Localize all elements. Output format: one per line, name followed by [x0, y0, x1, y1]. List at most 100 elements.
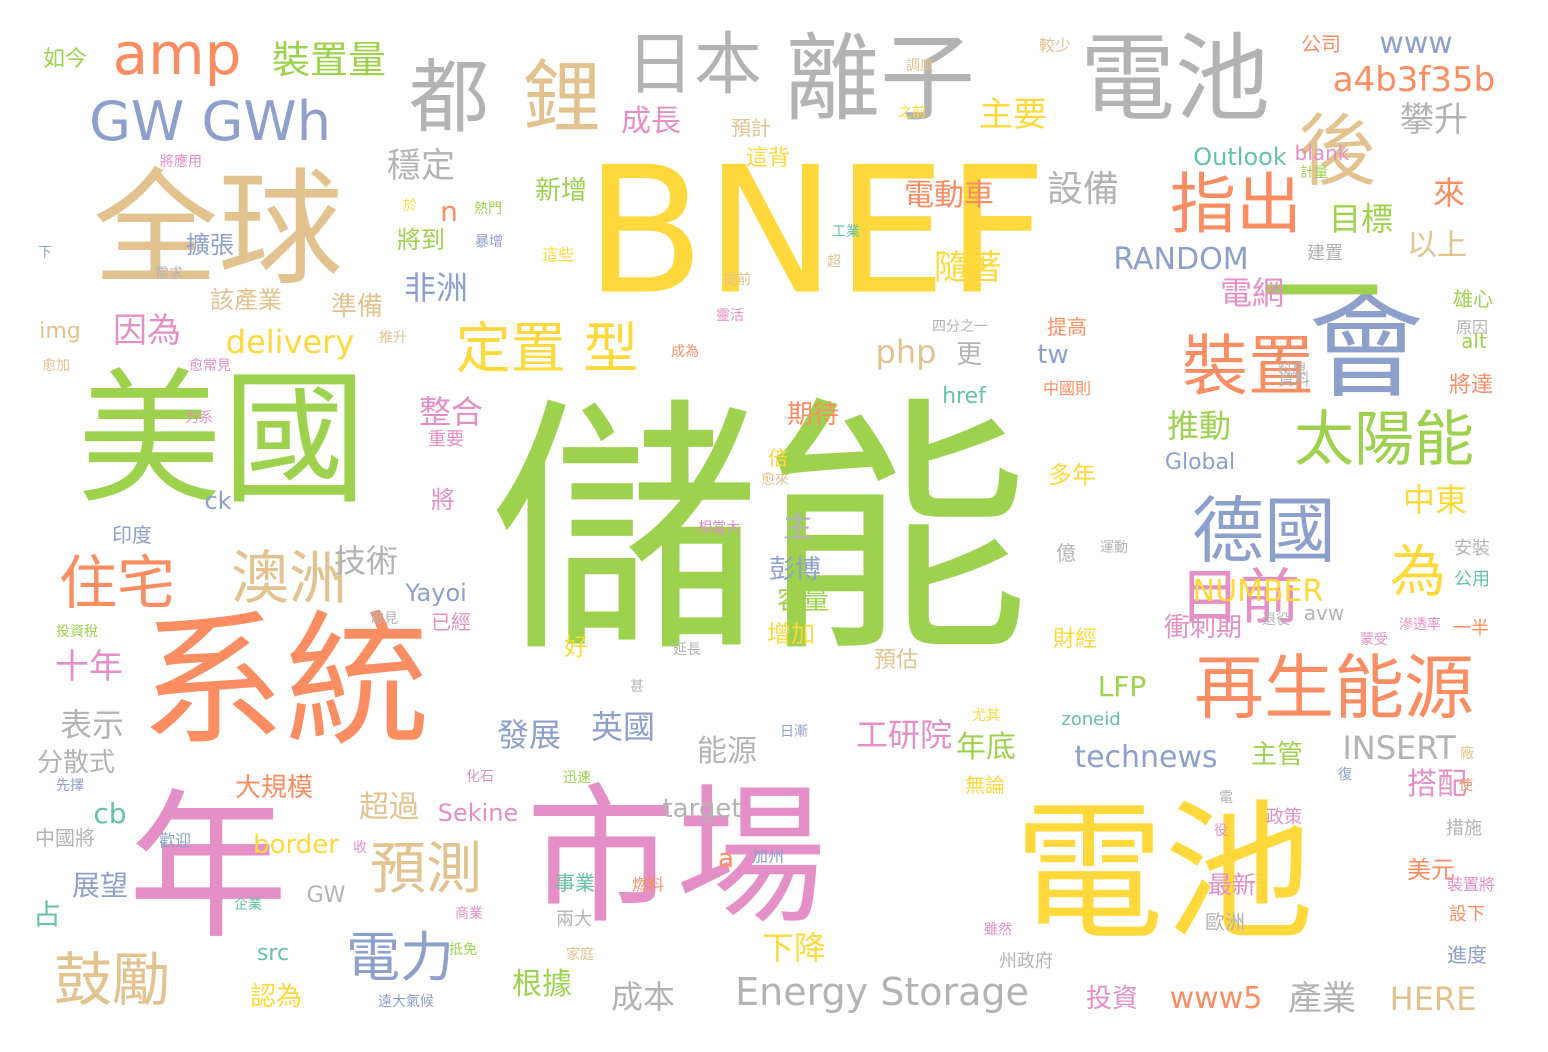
- cloud-word: 已經: [431, 610, 471, 634]
- cloud-word: 收: [353, 840, 367, 856]
- cloud-word: 日漸: [780, 724, 808, 740]
- cloud-word: a4b3f35b: [1332, 60, 1496, 100]
- cloud-word: 下降: [761, 929, 827, 967]
- cloud-word: 靈活: [716, 308, 744, 324]
- cloud-word: 預計: [731, 116, 771, 140]
- cloud-word: 裝置: [1182, 328, 1314, 405]
- cloud-word: 相當大: [698, 520, 740, 536]
- cloud-word: 設備: [1046, 169, 1120, 210]
- cloud-word: 成長: [621, 104, 681, 139]
- cloud-word: 產業: [1288, 979, 1356, 1019]
- cloud-word: 滲透率: [1399, 617, 1441, 633]
- cloud-word: RANDOM: [1113, 242, 1249, 277]
- cloud-word: 美國: [77, 355, 367, 525]
- cloud-word: 更: [955, 340, 983, 370]
- cloud-word: 全球: [93, 157, 343, 303]
- cloud-word: Global: [1164, 450, 1236, 475]
- cloud-word: 美元: [1407, 856, 1455, 884]
- cloud-word: 迅速: [563, 770, 591, 786]
- cloud-word: 裝置將: [1446, 875, 1496, 894]
- cloud-word: Yayoi: [405, 579, 467, 607]
- cloud-word: 澳洲: [230, 544, 348, 612]
- cloud-word: 愈常見: [189, 358, 231, 374]
- cloud-word: 使: [1459, 778, 1473, 794]
- cloud-word: Sekine: [437, 799, 519, 827]
- cloud-word: 中國將: [35, 826, 95, 850]
- cloud-word: 儲能: [490, 374, 1030, 689]
- cloud-word: 住宅: [58, 549, 176, 617]
- cloud-word: 電池: [1079, 24, 1271, 135]
- cloud-word: NUMBER: [1192, 574, 1324, 609]
- cloud-word: 預估: [873, 648, 919, 673]
- cloud-word: 大規模: [234, 773, 314, 803]
- cloud-word: 英國: [590, 708, 656, 746]
- cloud-word: 資料: [1277, 370, 1311, 389]
- cloud-word: 預測: [370, 837, 482, 902]
- cloud-word: 延長: [673, 642, 701, 658]
- cloud-word: 提高: [1047, 315, 1087, 339]
- cloud-word: 重要: [428, 429, 464, 450]
- cloud-word: 中東: [1402, 481, 1468, 519]
- cloud-word: 雄心: [1453, 287, 1493, 311]
- cloud-word: 根據: [512, 967, 572, 1002]
- cloud-word: 日本: [625, 26, 763, 105]
- cloud-word: 主管: [1250, 740, 1304, 770]
- cloud-word: Energy Storage: [735, 970, 1029, 1014]
- cloud-word: 一: [1262, 226, 1382, 365]
- cloud-word: zoneid: [1061, 709, 1121, 730]
- cloud-word: 退役: [1262, 612, 1290, 628]
- cloud-word: tw: [1037, 340, 1069, 370]
- cloud-word: 料想: [1278, 362, 1306, 378]
- cloud-word: 成為: [671, 344, 699, 360]
- cloud-word: 一半: [1453, 618, 1489, 639]
- cloud-word: 常見: [370, 611, 398, 627]
- cloud-word: 將達: [1448, 373, 1494, 398]
- cloud-word: 投資: [1085, 984, 1139, 1014]
- cloud-word: 億: [1056, 541, 1076, 565]
- cloud-word: 穩定: [387, 146, 455, 186]
- cloud-word: 增加: [767, 620, 815, 648]
- cloud-word: 投資稅: [56, 624, 98, 640]
- cloud-word: 下: [38, 245, 52, 261]
- cloud-word: 廠: [1460, 746, 1474, 762]
- cloud-word: alt: [1461, 329, 1487, 353]
- cloud-word: 公司: [1301, 32, 1341, 56]
- cloud-word: 電力: [346, 926, 454, 989]
- cloud-word: 十年: [55, 647, 123, 687]
- cloud-word: 電網: [1219, 274, 1285, 312]
- cloud-word: 認為: [249, 982, 303, 1012]
- cloud-word: 技術: [333, 542, 399, 580]
- cloud-word: 調度: [906, 58, 934, 74]
- cloud-word: 多年: [1048, 461, 1096, 489]
- cloud-word: 定置 型: [455, 316, 639, 381]
- cloud-word: 主: [783, 510, 813, 545]
- cloud-word: 占: [32, 898, 62, 931]
- cloud-word: 表示: [59, 706, 125, 744]
- cloud-word: 這些: [541, 245, 575, 264]
- cloud-word: 離子: [784, 24, 976, 135]
- cloud-word: amp: [112, 20, 242, 88]
- cloud-word: 太陽能: [1294, 405, 1474, 475]
- cloud-word: 運動: [1100, 540, 1128, 556]
- cloud-word: www: [1379, 26, 1453, 61]
- cloud-word: 愈來: [761, 472, 789, 488]
- cloud-word: 力系: [185, 410, 213, 426]
- cloud-word: 成本: [610, 978, 676, 1016]
- cloud-word: 市場: [525, 771, 827, 945]
- cloud-word: 裝置量: [271, 38, 387, 82]
- cloud-word: 因為: [113, 311, 181, 351]
- cloud-word: 容量: [776, 586, 830, 616]
- cloud-word: 歡迎: [158, 831, 192, 850]
- cloud-word: 計量: [1300, 165, 1328, 181]
- cloud-word: 政策: [1266, 807, 1302, 828]
- cloud-word: 加州: [751, 847, 785, 866]
- cloud-word: 熱門: [474, 201, 502, 217]
- cloud-word: 指出: [1170, 166, 1302, 243]
- cloud-word: 年: [127, 774, 289, 961]
- cloud-word: 年底: [956, 730, 1016, 765]
- cloud-word: 建置: [1307, 243, 1343, 264]
- cloud-word: a: [718, 844, 734, 874]
- cloud-word: 商業: [455, 906, 483, 922]
- cloud-word: delivery: [225, 323, 355, 361]
- cloud-word: n: [440, 195, 458, 228]
